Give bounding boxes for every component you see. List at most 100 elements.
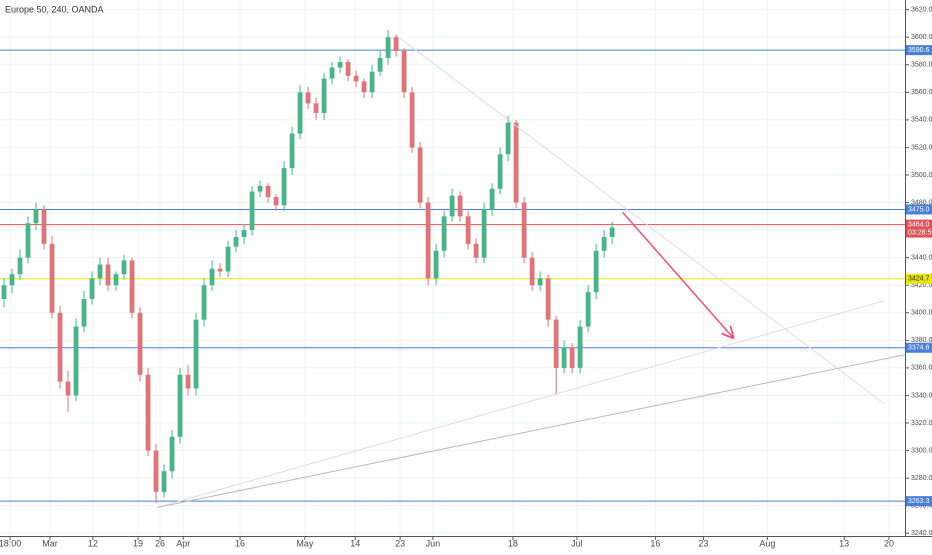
y-tick-label: 3280.0: [911, 475, 932, 482]
y-tick-label: 3400.0: [911, 310, 932, 317]
candle-body: [265, 186, 271, 198]
candle-body: [65, 381, 71, 396]
candle-body: [281, 168, 287, 206]
x-tick-label: Apr: [176, 538, 190, 548]
candle-body: [313, 103, 319, 113]
candle-body: [49, 243, 55, 313]
candle-body: [513, 122, 519, 203]
candle-body: [369, 71, 375, 93]
x-tick-label: 16: [235, 538, 245, 548]
x-tick-label: 26: [155, 538, 165, 548]
candle-body: [233, 236, 239, 247]
x-tick-label: 12: [88, 538, 98, 548]
chart-title: Europe 50, 240, OANDA: [5, 4, 104, 14]
y-tick-label: 3520.0: [911, 144, 932, 151]
candle-body: [241, 230, 247, 237]
x-tick-label: Aug: [759, 538, 775, 548]
candle-body: [153, 450, 159, 492]
candle-body: [105, 264, 111, 286]
candle-body: [193, 319, 199, 389]
candle-body: [209, 268, 215, 286]
candle-body: [537, 278, 543, 286]
price-label-box: [906, 45, 932, 56]
price-label: 3475.0: [908, 206, 930, 213]
candle-body: [129, 260, 135, 313]
price-label-box: [906, 219, 932, 238]
candle-body: [297, 92, 303, 134]
y-tick-label: 3540.0: [911, 117, 932, 124]
candle-body: [185, 374, 191, 389]
candle-body: [289, 133, 295, 169]
candle-body: [113, 274, 119, 286]
candle-body: [521, 202, 527, 258]
candle-body: [273, 197, 279, 206]
x-tick-label: 14: [350, 538, 360, 548]
x-tick-label: Jun: [426, 538, 441, 548]
candle-body: [169, 436, 175, 472]
y-tick-label: 3560.0: [911, 89, 932, 96]
candle-body: [321, 78, 327, 113]
x-tick-label: 18: [508, 538, 518, 548]
x-tick-label: 20: [884, 538, 894, 548]
candle-body: [585, 292, 591, 327]
candle-body: [225, 246, 231, 272]
candle-body: [569, 347, 575, 368]
candle-body: [121, 260, 127, 275]
y-tick-label: 3340.0: [911, 392, 932, 399]
candle-body: [97, 264, 103, 279]
candle-body: [145, 374, 151, 451]
y-tick-label: 3320.0: [911, 420, 932, 427]
candle-body: [353, 75, 359, 82]
candle-body: [609, 227, 615, 237]
candle-body: [177, 374, 183, 437]
y-tick-label: 3600.0: [911, 34, 932, 41]
price-label: 3590.6: [908, 47, 930, 54]
x-tick-label: Jul: [571, 538, 583, 548]
candle-body: [481, 209, 487, 258]
x-tick-label: 18:00: [0, 538, 21, 548]
candle-body: [9, 274, 15, 286]
x-tick-label: 16: [650, 538, 660, 548]
candle-body: [33, 209, 39, 224]
candle-body: [473, 243, 479, 258]
candle-body: [201, 285, 207, 320]
y-tick-label: 3380.0: [911, 337, 932, 344]
y-tick-label: 3580.0: [911, 62, 932, 69]
trend-line: [396, 35, 885, 405]
candle-body: [449, 195, 455, 217]
candle-body: [489, 188, 495, 210]
y-tick-label: 3240.0: [911, 530, 932, 537]
price-label: 3374.6: [908, 345, 930, 352]
candle-body: [161, 471, 167, 492]
y-tick-label: 3420.0: [911, 282, 932, 289]
candle-body: [409, 92, 415, 148]
candle-body: [17, 257, 23, 275]
candle-body: [601, 236, 607, 251]
y-tick-label: 3300.0: [911, 447, 932, 454]
y-tick-label: 3360.0: [911, 365, 932, 372]
candle-body: [361, 81, 367, 93]
candle-body: [425, 202, 431, 279]
candle-body: [81, 299, 87, 327]
candle-body: [217, 268, 223, 272]
price-label-box: [906, 273, 932, 284]
price-label: 3464.0: [908, 221, 930, 228]
x-tick-label: Mar: [42, 538, 58, 548]
candle-body: [401, 50, 407, 93]
candle-body: [561, 347, 567, 368]
trend-line: [156, 354, 906, 508]
y-tick-label: 3480.0: [911, 199, 932, 206]
x-tick-label: 13: [839, 538, 849, 548]
candle-body: [497, 154, 503, 189]
candle-body: [545, 278, 551, 320]
x-tick-label: 23: [698, 538, 708, 548]
x-tick-label: 19: [133, 538, 143, 548]
price-label: 3263.3: [908, 498, 930, 505]
candle-body: [417, 147, 423, 203]
arrow: [621, 211, 733, 337]
y-tick-label: 3440.0: [911, 255, 932, 262]
price-label-box: [906, 342, 932, 353]
trend-line: [156, 300, 885, 508]
